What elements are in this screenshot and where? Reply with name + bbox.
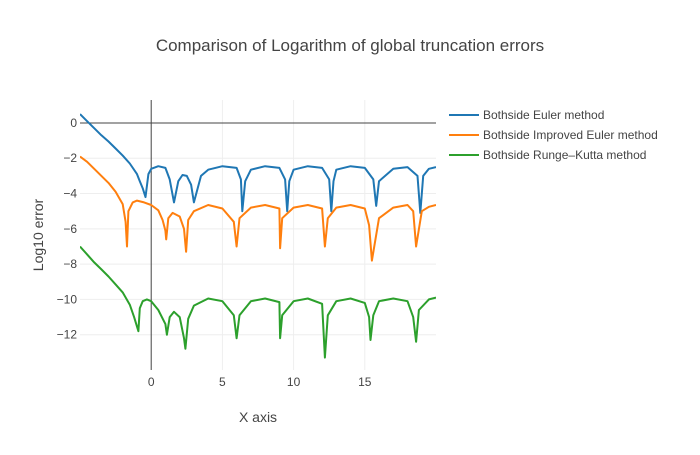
legend-label: Bothside Runge–Kutta method <box>483 148 646 162</box>
legend-item-1[interactable]: Bothside Euler method <box>449 108 604 122</box>
zero-lines <box>80 100 436 370</box>
y-tick-label: 0 <box>70 116 77 130</box>
legend-item-3[interactable]: Bothside Runge–Kutta method <box>449 148 646 162</box>
x-axis-ticks: 0 5 10 15 <box>148 375 372 389</box>
x-tick-label: 15 <box>358 375 372 389</box>
y-axis-label: Log10 error <box>30 198 46 271</box>
y-tick-label: −10 <box>57 292 78 306</box>
chart-title: Comparison of Logarithm of global trunca… <box>156 36 544 55</box>
x-tick-label: 5 <box>219 375 226 389</box>
y-tick-label: −6 <box>63 222 77 236</box>
y-tick-label: −8 <box>63 257 77 271</box>
legend-label: Bothside Euler method <box>483 108 604 122</box>
grid-lines <box>80 100 436 370</box>
y-tick-label: −4 <box>63 187 77 201</box>
x-tick-label: 0 <box>148 375 155 389</box>
x-axis-label: X axis <box>239 409 277 425</box>
series-lines <box>80 113 436 359</box>
y-tick-label: −2 <box>63 151 77 165</box>
series-line-1 <box>80 113 436 214</box>
series-line-3 <box>80 245 436 359</box>
legend[interactable]: Bothside Euler method Bothside Improved E… <box>449 108 658 162</box>
y-tick-label: −12 <box>57 328 78 342</box>
legend-label: Bothside Improved Euler method <box>483 128 658 142</box>
series-line-2 <box>80 155 436 262</box>
legend-item-2[interactable]: Bothside Improved Euler method <box>449 128 658 142</box>
y-axis-ticks: 0 −2 −4 −6 −8 −10 −12 <box>57 116 78 342</box>
x-tick-label: 10 <box>287 375 301 389</box>
